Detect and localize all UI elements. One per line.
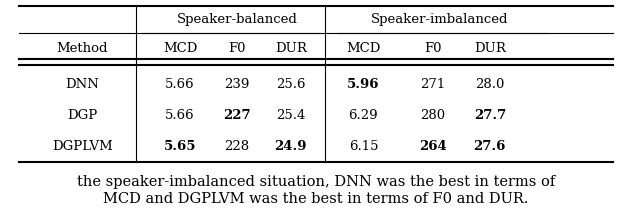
Text: DUR: DUR <box>474 42 506 55</box>
Text: 5.96: 5.96 <box>347 78 380 91</box>
Text: 227: 227 <box>223 109 251 122</box>
Text: DGP: DGP <box>67 109 97 122</box>
Text: MCD: MCD <box>346 42 380 55</box>
Text: DGPLVM: DGPLVM <box>52 140 112 153</box>
Text: 228: 228 <box>224 140 250 153</box>
Text: DUR: DUR <box>275 42 307 55</box>
Text: Speaker-balanced: Speaker-balanced <box>176 13 298 26</box>
Text: 5.66: 5.66 <box>166 109 195 122</box>
Text: 271: 271 <box>420 78 446 91</box>
Text: 6.29: 6.29 <box>349 109 378 122</box>
Text: 27.6: 27.6 <box>473 140 506 153</box>
Text: 25.4: 25.4 <box>276 109 305 122</box>
Text: 5.65: 5.65 <box>164 140 197 153</box>
Text: 6.15: 6.15 <box>349 140 378 153</box>
Text: the speaker-imbalanced situation, DNN was the best in terms of
MCD and DGPLVM wa: the speaker-imbalanced situation, DNN wa… <box>77 175 555 206</box>
Text: Speaker-imbalanced: Speaker-imbalanced <box>370 13 508 26</box>
Text: 24.9: 24.9 <box>274 140 307 153</box>
Text: 27.7: 27.7 <box>473 109 506 122</box>
Text: 25.6: 25.6 <box>276 78 305 91</box>
Text: Method: Method <box>56 42 108 55</box>
Text: DNN: DNN <box>65 78 99 91</box>
Text: MCD: MCD <box>163 42 197 55</box>
Text: F0: F0 <box>424 42 442 55</box>
Text: 28.0: 28.0 <box>475 78 504 91</box>
Text: 264: 264 <box>419 140 447 153</box>
Text: 5.66: 5.66 <box>166 78 195 91</box>
Text: F0: F0 <box>228 42 246 55</box>
Text: 280: 280 <box>420 109 446 122</box>
Text: 239: 239 <box>224 78 250 91</box>
